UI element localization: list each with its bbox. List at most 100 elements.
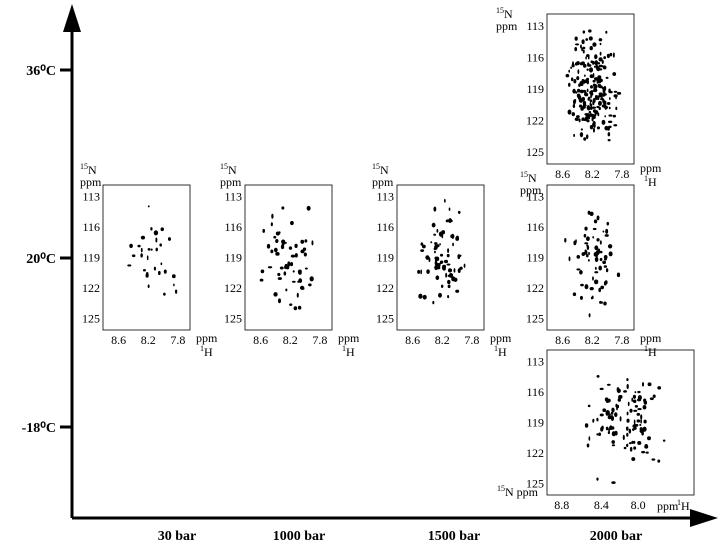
peak xyxy=(277,272,281,277)
peak xyxy=(599,250,603,254)
peak xyxy=(622,434,625,441)
peak xyxy=(428,257,431,263)
ppm-tick-label: 8.2 xyxy=(283,333,298,347)
peak xyxy=(611,444,616,447)
peak xyxy=(574,117,579,121)
peak xyxy=(596,417,599,422)
peak xyxy=(577,69,580,75)
ppm-tick-label: 8.8 xyxy=(554,498,569,512)
peak xyxy=(598,57,603,62)
peak xyxy=(288,246,293,250)
peak xyxy=(420,242,424,246)
peak xyxy=(287,262,292,267)
peak xyxy=(260,269,265,274)
ppm-tick-label: 119 xyxy=(526,82,544,96)
peak xyxy=(576,76,580,81)
peak xyxy=(584,250,588,255)
nucleus-label: 15N xyxy=(372,162,389,177)
peak xyxy=(140,235,146,240)
peak xyxy=(273,235,277,239)
peak xyxy=(447,248,450,253)
peak xyxy=(602,260,607,265)
peak xyxy=(270,249,274,254)
peak xyxy=(592,418,595,423)
peak xyxy=(596,78,599,84)
peak xyxy=(584,226,588,231)
pressure-label: 1500 bar xyxy=(428,529,481,544)
ppm-tick-label: 125 xyxy=(526,145,544,159)
ppm-tick-label: 7.8 xyxy=(170,333,185,347)
ppm-tick-label: 119 xyxy=(82,251,100,265)
peak xyxy=(157,270,161,276)
peak xyxy=(445,272,448,278)
isotope: 1 xyxy=(200,344,204,353)
peak xyxy=(603,265,608,268)
peak xyxy=(576,115,580,119)
isotope: 15 xyxy=(372,162,380,171)
peak xyxy=(593,121,596,125)
peak xyxy=(580,106,584,111)
peak xyxy=(580,283,584,287)
nucleus-label: 15N ppm xyxy=(497,484,539,499)
peak xyxy=(600,97,604,101)
peak xyxy=(565,73,570,78)
peak xyxy=(632,428,635,431)
peak xyxy=(587,64,592,67)
ppm-tick-label: 8.6 xyxy=(405,333,420,347)
ppm-tick-label: 113 xyxy=(376,190,394,204)
spectrum-frame xyxy=(546,349,695,496)
peak xyxy=(615,94,617,100)
peak xyxy=(626,432,629,437)
peak xyxy=(608,106,611,110)
peak xyxy=(131,254,136,258)
peak xyxy=(297,269,302,275)
peak xyxy=(601,301,603,304)
peak xyxy=(603,85,607,92)
peak xyxy=(592,42,597,47)
peak xyxy=(434,250,436,254)
peak xyxy=(259,278,264,282)
peak xyxy=(579,132,584,138)
peak xyxy=(628,442,632,445)
peak xyxy=(590,94,592,99)
peak xyxy=(420,269,423,275)
peak xyxy=(604,125,609,131)
peak xyxy=(280,244,285,250)
peak xyxy=(623,446,627,450)
peak xyxy=(441,266,446,270)
peak xyxy=(604,115,607,118)
peak xyxy=(568,69,571,73)
peak xyxy=(614,412,618,418)
peak xyxy=(304,239,308,243)
peak xyxy=(572,103,576,109)
ppm-tick-label: 113 xyxy=(526,355,544,369)
peak xyxy=(623,390,627,393)
peak xyxy=(584,284,589,290)
ppm-tick-label: 119 xyxy=(526,416,544,430)
peak xyxy=(616,405,618,411)
nucleus-label: 15N xyxy=(496,6,513,21)
peak xyxy=(146,255,149,261)
peak xyxy=(609,52,613,57)
peak xyxy=(586,245,590,250)
pressure-label: 30 bar xyxy=(158,529,197,544)
peak xyxy=(607,132,611,137)
peak xyxy=(602,99,605,103)
peak xyxy=(606,383,611,386)
isotope: 1 xyxy=(494,344,498,353)
peak xyxy=(593,116,596,119)
peak xyxy=(626,383,629,390)
peak xyxy=(585,93,589,97)
peak xyxy=(596,433,599,436)
peak xyxy=(582,63,587,68)
peak xyxy=(588,251,590,256)
ppm-tick-label: 122 xyxy=(526,281,544,295)
peak xyxy=(594,112,597,117)
peak xyxy=(647,436,651,441)
peak xyxy=(576,61,580,66)
peak xyxy=(434,242,438,245)
peak xyxy=(592,100,595,106)
peak xyxy=(278,231,281,234)
ppm-tick-label: 122 xyxy=(82,281,100,295)
peak xyxy=(275,238,279,243)
